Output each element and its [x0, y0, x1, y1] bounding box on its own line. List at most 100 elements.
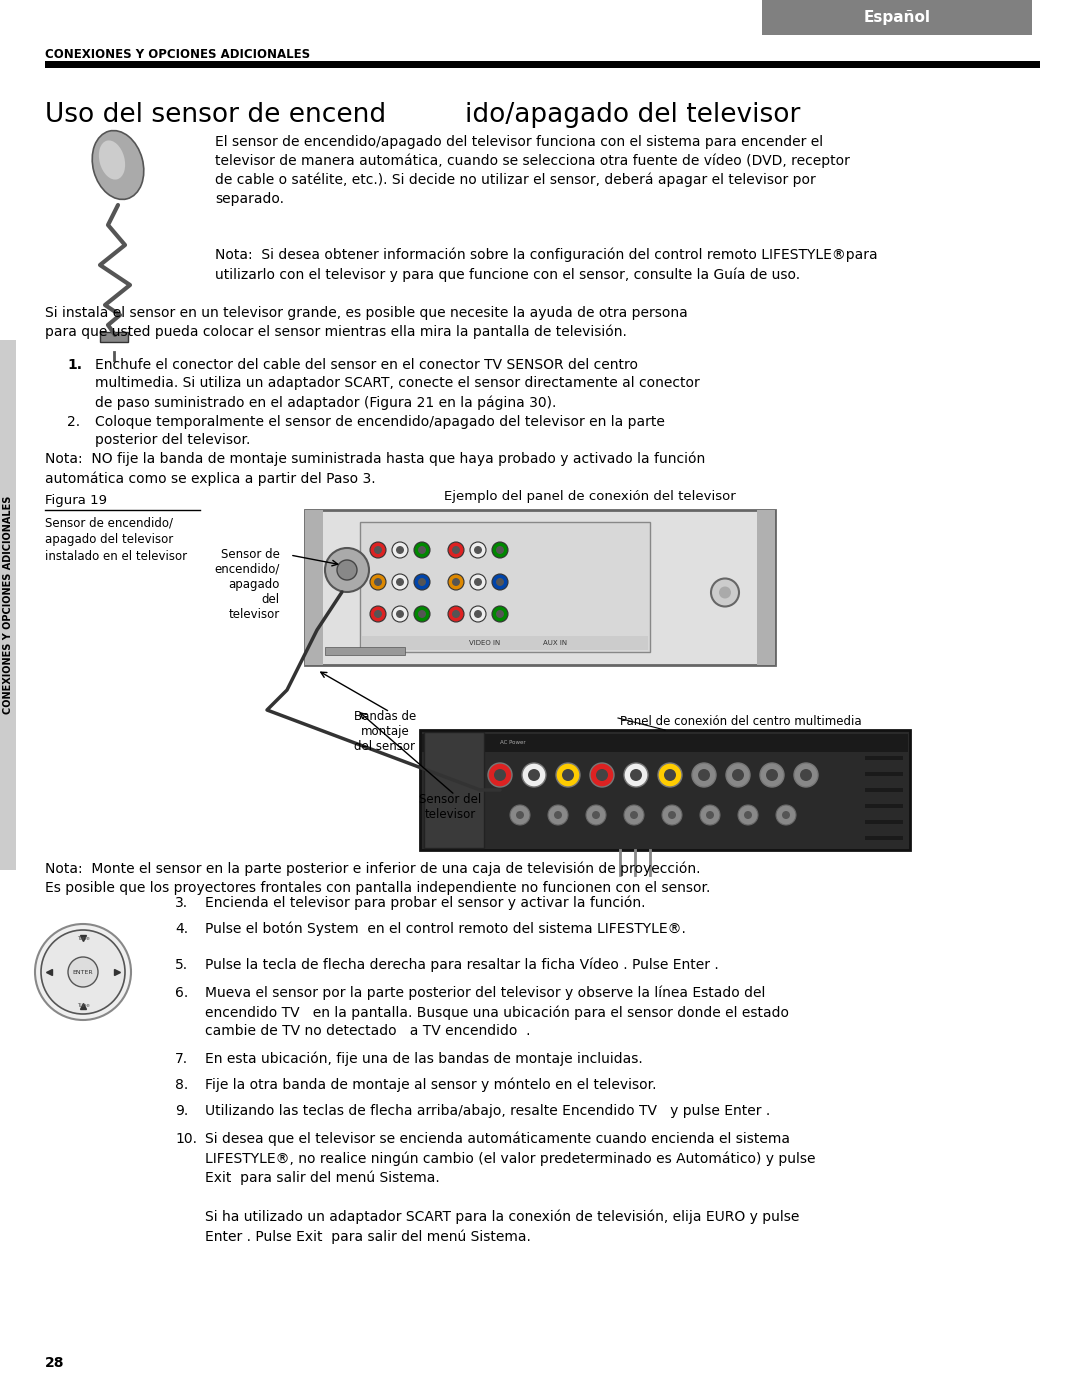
Circle shape: [719, 587, 731, 598]
Circle shape: [726, 763, 750, 787]
Circle shape: [630, 812, 638, 819]
Circle shape: [392, 606, 408, 622]
Ellipse shape: [92, 130, 144, 200]
Text: Ejemplo del panel de conexión del televisor: Ejemplo del panel de conexión del televi…: [444, 490, 735, 503]
Circle shape: [453, 546, 460, 555]
Text: Si instala el sensor en un televisor grande, es posible que necesite la ayuda de: Si instala el sensor en un televisor gra…: [45, 306, 688, 339]
Circle shape: [744, 812, 752, 819]
Circle shape: [700, 805, 720, 826]
Circle shape: [392, 574, 408, 590]
Circle shape: [496, 578, 504, 585]
Text: Tune: Tune: [77, 1003, 90, 1009]
Circle shape: [732, 768, 744, 781]
Circle shape: [448, 574, 464, 590]
Circle shape: [453, 610, 460, 617]
Text: Sensor de encendido/
apagado del televisor
instalado en el televisor: Sensor de encendido/ apagado del televis…: [45, 515, 187, 563]
Circle shape: [782, 812, 789, 819]
Text: Enchufe el conector del cable del sensor en el conector TV SENSOR del centro
mul: Enchufe el conector del cable del sensor…: [95, 358, 700, 409]
Circle shape: [692, 763, 716, 787]
Text: Utilizando las teclas de flecha arriba/abajo, resalte Encendido TV   y pulse Ent: Utilizando las teclas de flecha arriba/a…: [205, 1104, 770, 1118]
Text: Fije la otra banda de montaje al sensor y móntelo en el televisor.: Fije la otra banda de montaje al sensor …: [205, 1078, 657, 1092]
Circle shape: [41, 930, 125, 1014]
Text: 5.: 5.: [175, 958, 188, 972]
Bar: [0, 339, 16, 870]
Circle shape: [474, 578, 482, 585]
Text: VIDEO IN: VIDEO IN: [470, 640, 501, 645]
Text: 10.: 10.: [175, 1132, 197, 1146]
Circle shape: [794, 763, 818, 787]
Circle shape: [470, 574, 486, 590]
Circle shape: [396, 578, 404, 585]
Circle shape: [596, 768, 608, 781]
Circle shape: [492, 574, 508, 590]
Text: ido/apagado del televisor: ido/apagado del televisor: [465, 102, 800, 129]
Circle shape: [396, 546, 404, 555]
Text: 6.: 6.: [175, 986, 188, 1000]
Bar: [100, 332, 129, 342]
Circle shape: [418, 546, 426, 555]
Text: Sensor del
televisor: Sensor del televisor: [419, 793, 481, 821]
Text: Encienda el televisor para probar el sensor y activar la función.: Encienda el televisor para probar el sen…: [205, 895, 646, 911]
Circle shape: [418, 610, 426, 617]
Text: 1.: 1.: [67, 358, 82, 372]
Text: En esta ubicación, fije una de las bandas de montaje incluidas.: En esta ubicación, fije una de las banda…: [205, 1052, 643, 1066]
Circle shape: [706, 812, 714, 819]
Circle shape: [414, 606, 430, 622]
Text: El sensor de encendido/apagado del televisor funciona con el sistema para encend: El sensor de encendido/apagado del telev…: [215, 136, 850, 205]
Circle shape: [777, 805, 796, 826]
Circle shape: [496, 610, 504, 617]
Text: Español: Español: [864, 10, 931, 25]
Circle shape: [658, 763, 681, 787]
Circle shape: [510, 805, 530, 826]
Bar: [422, 733, 908, 752]
Circle shape: [392, 542, 408, 557]
Circle shape: [448, 542, 464, 557]
Circle shape: [554, 812, 562, 819]
Circle shape: [325, 548, 369, 592]
Circle shape: [711, 578, 739, 606]
Circle shape: [738, 805, 758, 826]
Ellipse shape: [99, 141, 125, 180]
Text: Uso del sensor de encend: Uso del sensor de encend: [45, 102, 387, 129]
Circle shape: [470, 542, 486, 557]
Circle shape: [488, 763, 512, 787]
Text: 7.: 7.: [175, 1052, 188, 1066]
Circle shape: [590, 763, 615, 787]
Circle shape: [470, 606, 486, 622]
Circle shape: [586, 805, 606, 826]
Text: Coloque temporalmente el sensor de encendido/apagado del televisor en la parte
p: Coloque temporalmente el sensor de encen…: [95, 415, 665, 447]
Bar: [305, 510, 323, 665]
Circle shape: [374, 546, 382, 555]
Circle shape: [516, 812, 524, 819]
Text: ENTER: ENTER: [72, 970, 93, 975]
Circle shape: [496, 546, 504, 555]
Text: Nota:  Si desea obtener información sobre la configuración del control remoto LI: Nota: Si desea obtener información sobre…: [215, 249, 878, 282]
Circle shape: [492, 606, 508, 622]
Bar: [420, 731, 910, 849]
Circle shape: [370, 606, 386, 622]
Circle shape: [396, 610, 404, 617]
Bar: [865, 835, 903, 840]
Text: Tune: Tune: [77, 936, 90, 942]
Text: Si desea que el televisor se encienda automáticamente cuando encienda el sistema: Si desea que el televisor se encienda au…: [205, 1132, 815, 1185]
Text: Nota:  NO fije la banda de montaje suministrada hasta que haya probado y activad: Nota: NO fije la banda de montaje sumini…: [45, 453, 705, 486]
Bar: [865, 788, 903, 792]
Bar: [360, 522, 650, 652]
Circle shape: [624, 805, 644, 826]
Circle shape: [68, 957, 98, 988]
Circle shape: [492, 542, 508, 557]
Text: Si ha utilizado un adaptador SCART para la conexión de televisión, elija EURO y : Si ha utilizado un adaptador SCART para …: [205, 1210, 799, 1243]
Text: 2.: 2.: [67, 415, 80, 429]
Text: Pulse el botón System  en el control remoto del sistema LIFESTYLE®.: Pulse el botón System en el control remo…: [205, 922, 686, 936]
Text: Mueva el sensor por la parte posterior del televisor y observe la línea Estado d: Mueva el sensor por la parte posterior d…: [205, 986, 789, 1038]
Bar: [424, 732, 484, 848]
Circle shape: [522, 763, 546, 787]
Circle shape: [418, 578, 426, 585]
Text: Figura 19: Figura 19: [45, 495, 107, 507]
Circle shape: [374, 578, 382, 585]
Circle shape: [474, 610, 482, 617]
Text: AUX IN: AUX IN: [543, 640, 567, 645]
Bar: [362, 636, 648, 650]
Circle shape: [624, 763, 648, 787]
Text: Sensor de
encendido/
apagado
del
televisor: Sensor de encendido/ apagado del televis…: [215, 548, 280, 622]
